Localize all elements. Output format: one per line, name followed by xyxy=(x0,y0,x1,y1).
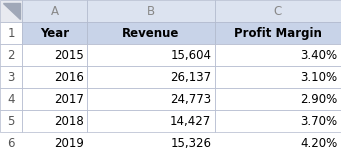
Text: 2017: 2017 xyxy=(54,92,84,106)
Bar xyxy=(0,0,22,22)
Text: 4: 4 xyxy=(8,92,15,106)
Text: 15,604: 15,604 xyxy=(170,49,211,62)
Text: 2: 2 xyxy=(8,49,15,62)
Text: 3.10%: 3.10% xyxy=(300,70,338,83)
Text: 1: 1 xyxy=(8,26,15,40)
Bar xyxy=(87,88,215,110)
Text: 3: 3 xyxy=(8,70,15,83)
Text: 2016: 2016 xyxy=(54,70,84,83)
Bar xyxy=(215,22,341,44)
Text: Profit Margin: Profit Margin xyxy=(234,26,322,40)
Bar xyxy=(22,44,87,66)
Bar xyxy=(0,66,22,88)
Bar xyxy=(87,44,215,66)
Text: 2018: 2018 xyxy=(54,115,84,128)
Text: 5: 5 xyxy=(8,115,15,128)
Bar xyxy=(87,0,215,22)
Text: C: C xyxy=(274,4,282,17)
Text: 6: 6 xyxy=(8,136,15,148)
Polygon shape xyxy=(3,3,19,19)
Bar xyxy=(22,66,87,88)
Text: 2015: 2015 xyxy=(54,49,84,62)
Text: 14,427: 14,427 xyxy=(170,115,211,128)
Text: A: A xyxy=(50,4,59,17)
Bar xyxy=(87,66,215,88)
Bar xyxy=(215,44,341,66)
Bar xyxy=(0,22,22,44)
Bar xyxy=(0,44,22,66)
Bar xyxy=(22,0,87,22)
Bar xyxy=(215,0,341,22)
Bar xyxy=(215,88,341,110)
Text: 3.70%: 3.70% xyxy=(300,115,338,128)
Text: 4.20%: 4.20% xyxy=(300,136,338,148)
Text: B: B xyxy=(147,4,155,17)
Text: 2.90%: 2.90% xyxy=(300,92,338,106)
Bar xyxy=(215,110,341,132)
Bar xyxy=(0,88,22,110)
Text: 2019: 2019 xyxy=(54,136,84,148)
Text: 24,773: 24,773 xyxy=(170,92,211,106)
Bar xyxy=(215,66,341,88)
Bar xyxy=(22,110,87,132)
Bar xyxy=(0,110,22,132)
Text: Revenue: Revenue xyxy=(122,26,180,40)
Bar xyxy=(87,22,215,44)
Text: 3.40%: 3.40% xyxy=(300,49,338,62)
Bar xyxy=(22,88,87,110)
Text: 26,137: 26,137 xyxy=(170,70,211,83)
Text: 15,326: 15,326 xyxy=(170,136,211,148)
Bar xyxy=(22,22,87,44)
Text: Year: Year xyxy=(40,26,69,40)
Bar xyxy=(87,110,215,132)
